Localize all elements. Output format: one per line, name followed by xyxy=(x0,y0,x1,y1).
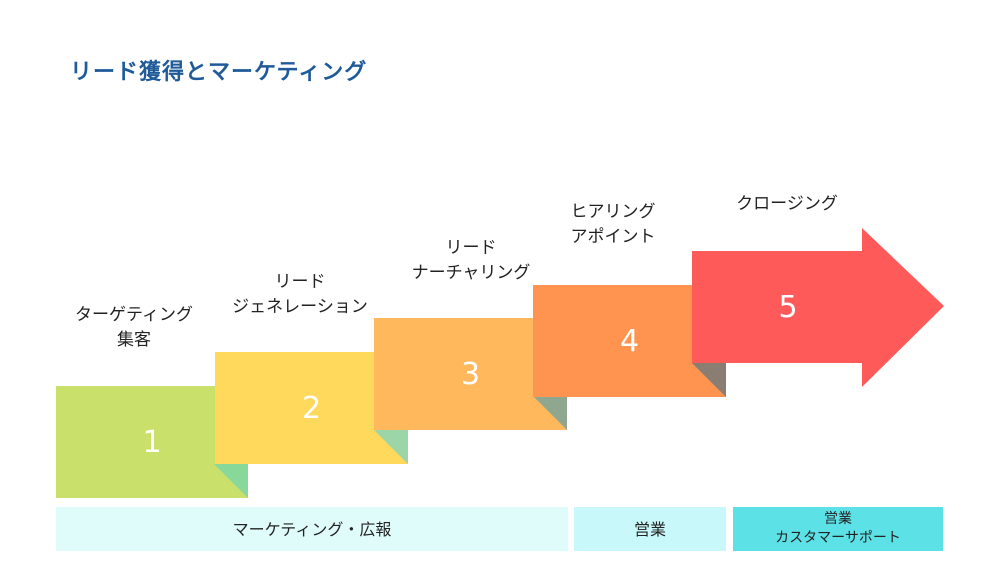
department-bar-sales-support-line-2: カスタマーサポート xyxy=(775,530,901,546)
step-1-label-line-1: ターゲティング xyxy=(75,305,193,325)
department-bar-sales-label: 営業 xyxy=(633,519,666,539)
step-1-fold xyxy=(214,464,248,498)
step-1-number: 1 xyxy=(142,424,162,460)
department-bar-sales-support-line-1: 営業 xyxy=(824,511,852,527)
step-3-number: 3 xyxy=(460,356,481,392)
department-bar-marketing-label: マーケティング・広報 xyxy=(232,519,392,539)
step-2-number: 2 xyxy=(301,390,322,426)
page-title: リード獲得とマーケティング xyxy=(70,60,368,85)
step-5-label: クロージング xyxy=(712,192,862,217)
department-bar-marketing: マーケティング・広報 xyxy=(56,507,568,551)
step-2-fold xyxy=(374,430,408,464)
step-4-fold xyxy=(692,363,726,397)
step-5-number: 5 xyxy=(778,289,798,325)
step-2-label-line-1: リード xyxy=(274,272,326,292)
step-4-number: 4 xyxy=(619,323,640,359)
step-1-label-line-2: 集客 xyxy=(117,330,151,350)
department-bar-sales-support: 営業 カスタマーサポート xyxy=(733,507,943,551)
step-4-label: ヒアリング アポイント xyxy=(553,200,673,250)
department-bar-sales: 営業 xyxy=(574,507,726,551)
step-2-label: リード ジェネレーション xyxy=(215,270,385,320)
step-3-fold xyxy=(533,396,567,430)
step-3-label: リード ナーチャリング xyxy=(396,236,546,286)
step-4-label-line-1: ヒアリング xyxy=(570,202,656,222)
step-3-label-line-2: ナーチャリング xyxy=(411,263,531,283)
step-5-label-line-1: クロージング xyxy=(736,194,838,214)
step-4-label-line-2: アポイント xyxy=(570,227,656,247)
step-1-label: ターゲティング 集客 xyxy=(54,303,214,353)
step-3-label-line-1: リード xyxy=(445,238,497,258)
step-2-label-line-2: ジェネレーション xyxy=(232,297,368,317)
